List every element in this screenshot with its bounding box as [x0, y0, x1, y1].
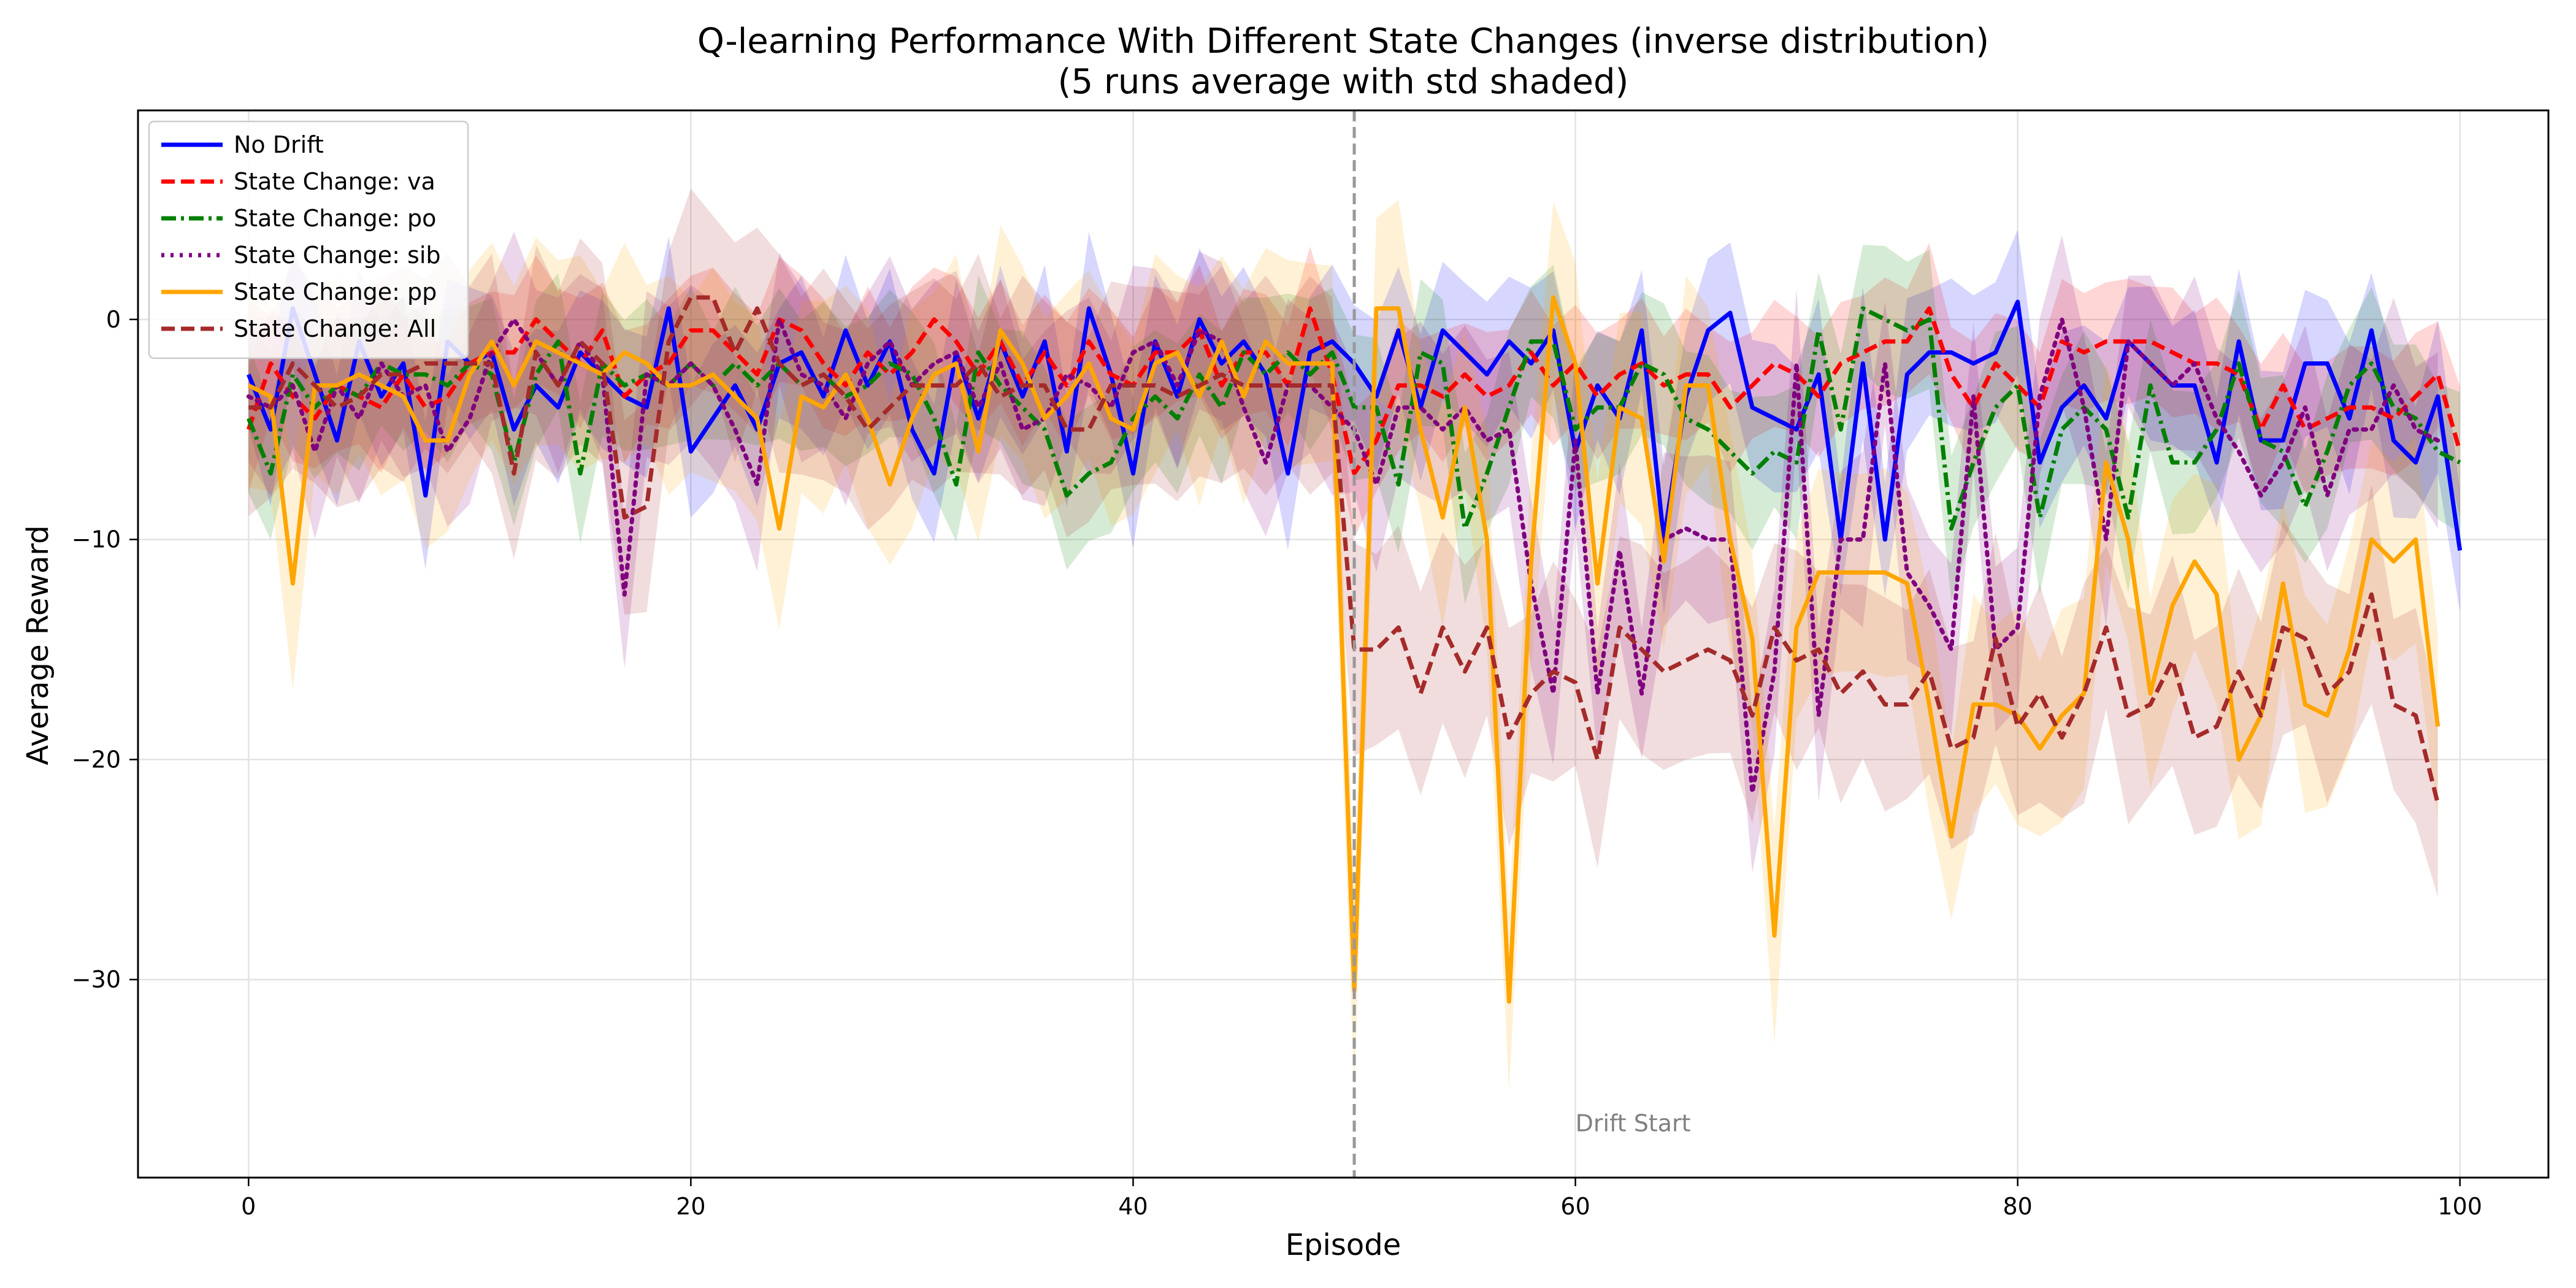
- y-axis-ticks: 0 −10 −20 −30: [72, 306, 138, 993]
- legend-label: State Change: va: [234, 168, 435, 195]
- x-axis-ticks: 0 20 40 60 80 100: [241, 1178, 2482, 1220]
- x-tick-label: 40: [1118, 1193, 1148, 1220]
- chart-title: Q-learning Performance With Different St…: [697, 21, 1989, 61]
- x-tick-label: 80: [2003, 1193, 2032, 1220]
- series-line: [248, 295, 2440, 804]
- x-axis-label: Episode: [1286, 1228, 1401, 1262]
- legend-label: No Drift: [234, 131, 324, 158]
- y-axis-label: Average Reward: [21, 525, 55, 765]
- legend: No Drift State Change: va State Change: po…: [148, 120, 469, 359]
- y-tick-label: −10: [72, 526, 121, 553]
- legend-label: State Change: po: [234, 205, 436, 232]
- gridlines: [138, 110, 2548, 1178]
- legend-label: State Change: sib: [234, 242, 441, 269]
- legend-label: State Change: All: [234, 315, 436, 342]
- series-lines: [246, 295, 2463, 1004]
- plot-frame: [137, 109, 2550, 1179]
- series-line: [247, 306, 2461, 531]
- series-line: [247, 295, 2440, 1004]
- y-tick-label: 0: [106, 306, 121, 333]
- std-band: [248, 245, 2460, 605]
- y-tick-label: −20: [72, 746, 121, 773]
- series-line: [246, 317, 2440, 795]
- x-tick-label: 0: [241, 1193, 256, 1220]
- drift-start-annotation: Drift Start: [1576, 1110, 1691, 1137]
- legend-label: State Change: pp: [234, 278, 437, 305]
- std-band: [248, 242, 2460, 539]
- series-line: [246, 306, 2463, 476]
- std-band: [248, 229, 2460, 615]
- y-tick-label: −30: [72, 966, 121, 993]
- std-band: [248, 231, 2438, 873]
- x-tick-label: 20: [676, 1193, 705, 1220]
- chart-subtitle: (5 runs average with std shaded): [1058, 62, 1629, 102]
- legend-box: [148, 120, 469, 359]
- x-tick-label: 100: [2438, 1193, 2483, 1220]
- x-tick-label: 60: [1560, 1193, 1590, 1220]
